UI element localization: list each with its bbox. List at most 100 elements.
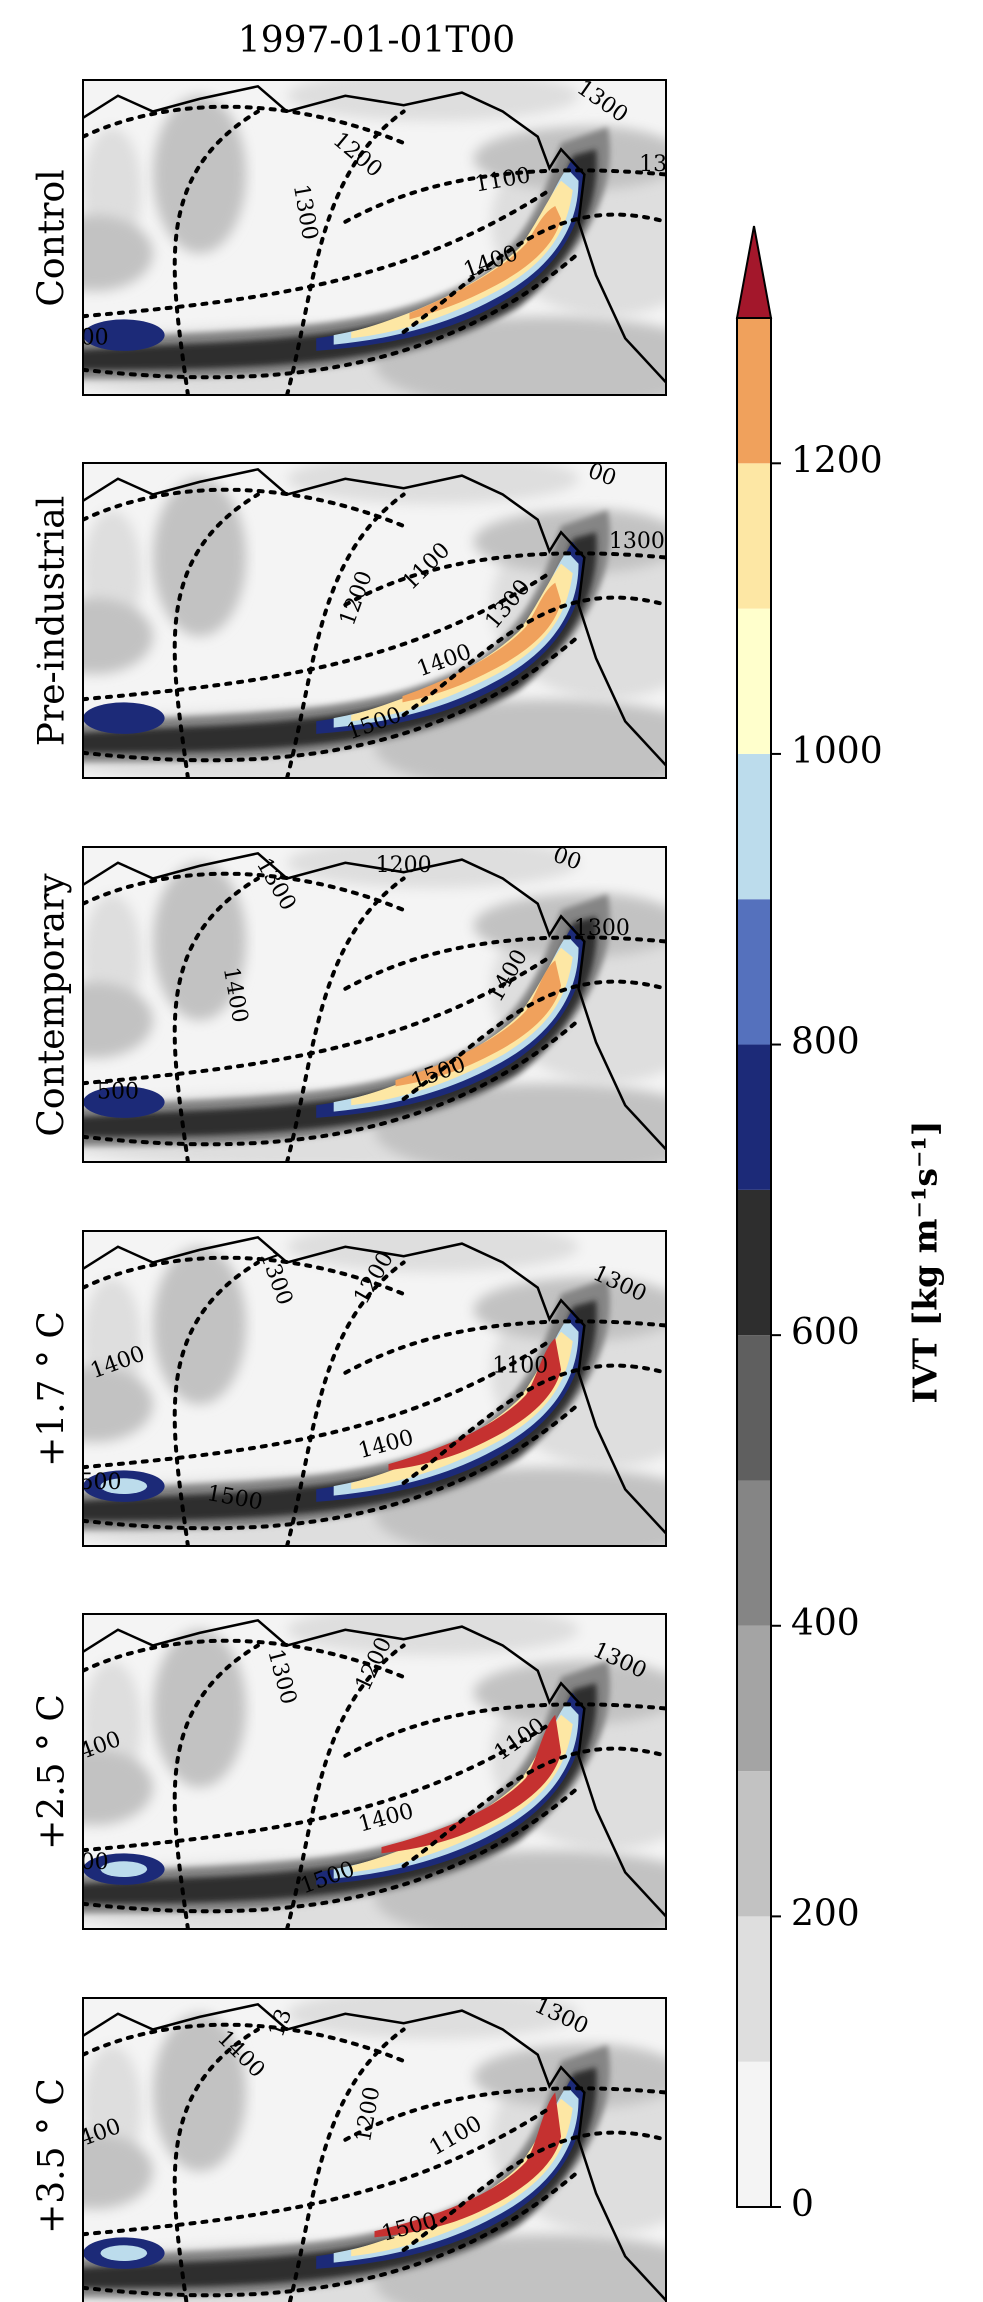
- pressure-contour: [401, 979, 666, 1101]
- panel-frame: [82, 1230, 667, 1547]
- colorbar-segment: [737, 1916, 771, 2062]
- contour-label: 130: [639, 152, 681, 177]
- ivt-field: [287, 463, 579, 504]
- ivt-field: [83, 215, 153, 292]
- panel-frame: [82, 846, 667, 1163]
- colorbar-tick-label: 200: [791, 1893, 860, 1934]
- colorbar-segment: [737, 1335, 771, 1481]
- ivt-field: [83, 1749, 153, 1826]
- colorbar-tick-label: 600: [791, 1312, 860, 1353]
- pressure-contour: [172, 876, 260, 1162]
- panel-frame: [82, 1613, 667, 1930]
- pressure-contour: [83, 188, 552, 319]
- panel-frame: [82, 462, 667, 779]
- colorbar-segment: [737, 2061, 771, 2207]
- pressure-contour: [172, 109, 260, 395]
- colorbar-extend-arrow: [735, 225, 773, 319]
- pressure-contour: [83, 1638, 406, 1679]
- ivt-band: [374, 2092, 562, 2238]
- ivt-field: [100, 1478, 148, 1495]
- pressure-contour: [401, 595, 666, 717]
- colorbar-segment: [737, 1189, 771, 1336]
- pressure-contour: [172, 2027, 260, 2302]
- coastline: [83, 1235, 666, 1536]
- colorbar-segment: [737, 1625, 771, 1772]
- colorbar: 0 200 400 600 800 1000 1200: [735, 225, 883, 2225]
- ivt-field: [152, 95, 247, 254]
- colorbar-tick-label: 1200: [791, 440, 883, 481]
- pressure-contour: [343, 551, 666, 607]
- colorbar-tick-label: 800: [791, 1022, 860, 1063]
- colorbar-segment: [737, 463, 771, 609]
- colorbar-label: IVT [kg m⁻¹s⁻¹]: [905, 1120, 945, 1404]
- pressure-contour: [83, 571, 552, 702]
- ivt-field: [100, 1861, 148, 1878]
- contour-label: 500: [97, 1080, 139, 1105]
- ivt-field: [287, 1614, 579, 1655]
- pressure-contour: [83, 2169, 581, 2298]
- ivt-field: [100, 2245, 148, 2262]
- pressure-contour: [83, 955, 552, 1086]
- pressure-contour: [343, 1319, 666, 1375]
- pressure-contour: [83, 1722, 552, 1853]
- colorbar-frame: [736, 317, 772, 2208]
- ivt-field: [83, 1366, 153, 1443]
- pressure-contour: [83, 487, 406, 528]
- pressure-contour: [83, 1402, 581, 1531]
- pressure-contour: [83, 1339, 552, 1470]
- contour-label: 1200: [376, 853, 432, 878]
- ivt-band: [388, 1338, 562, 1471]
- pressure-contour: [401, 1746, 666, 1868]
- ivt-field: [287, 80, 579, 121]
- ivt-field: [152, 1629, 247, 1788]
- contour-label: 00: [81, 1850, 109, 1875]
- ivt-field: [83, 598, 153, 675]
- ivt-field: [287, 1231, 579, 1272]
- pressure-contour: [83, 1785, 581, 1914]
- colorbar-tick-label: 1000: [791, 731, 883, 772]
- pressure-contour: [343, 2086, 666, 2142]
- panel-frame: [82, 79, 667, 396]
- pressure-contour: [343, 168, 666, 224]
- pressure-contour: [172, 1260, 260, 1546]
- pressure-contour: [83, 634, 581, 763]
- colorbar-segment: [737, 1044, 771, 1190]
- ivt-band: [395, 960, 562, 1087]
- pressure-contour: [401, 212, 666, 334]
- ivt-band: [402, 582, 562, 703]
- pressure-contour: [83, 871, 406, 912]
- pressure-contour: [172, 1643, 260, 1929]
- pressure-contour: [83, 2106, 552, 2237]
- ivt-band: [381, 1714, 562, 1854]
- ivt-field: [83, 319, 165, 351]
- coastline: [83, 84, 666, 385]
- ivt-field: [83, 702, 165, 734]
- pressure-contour: [83, 2022, 406, 2063]
- contour-label: 1300: [574, 916, 630, 941]
- pressure-contour: [343, 1702, 666, 1758]
- ivt-field: [152, 2013, 247, 2172]
- coastline: [83, 2002, 666, 2302]
- colorbar-segment: [737, 318, 771, 464]
- pressure-contour: [401, 2130, 666, 2252]
- contour-label: 00: [81, 325, 109, 350]
- pressure-contour: [172, 492, 260, 778]
- panel-frame: [82, 1997, 667, 2302]
- contour-label: 500: [79, 1470, 121, 1495]
- ivt-field: [83, 2133, 153, 2210]
- coastline: [83, 467, 666, 768]
- colorbar-tick-label: 400: [791, 1603, 860, 1644]
- pressure-contour: [343, 935, 666, 991]
- colorbar-segment: [737, 753, 771, 900]
- ivt-field: [83, 1086, 165, 1118]
- ivt-field: [287, 1998, 579, 2039]
- figure-title: 1997-01-01T00: [237, 20, 516, 61]
- coastline: [83, 1618, 666, 1919]
- colorbar-segment: [737, 608, 771, 754]
- colorbar-segment: [737, 1480, 771, 1626]
